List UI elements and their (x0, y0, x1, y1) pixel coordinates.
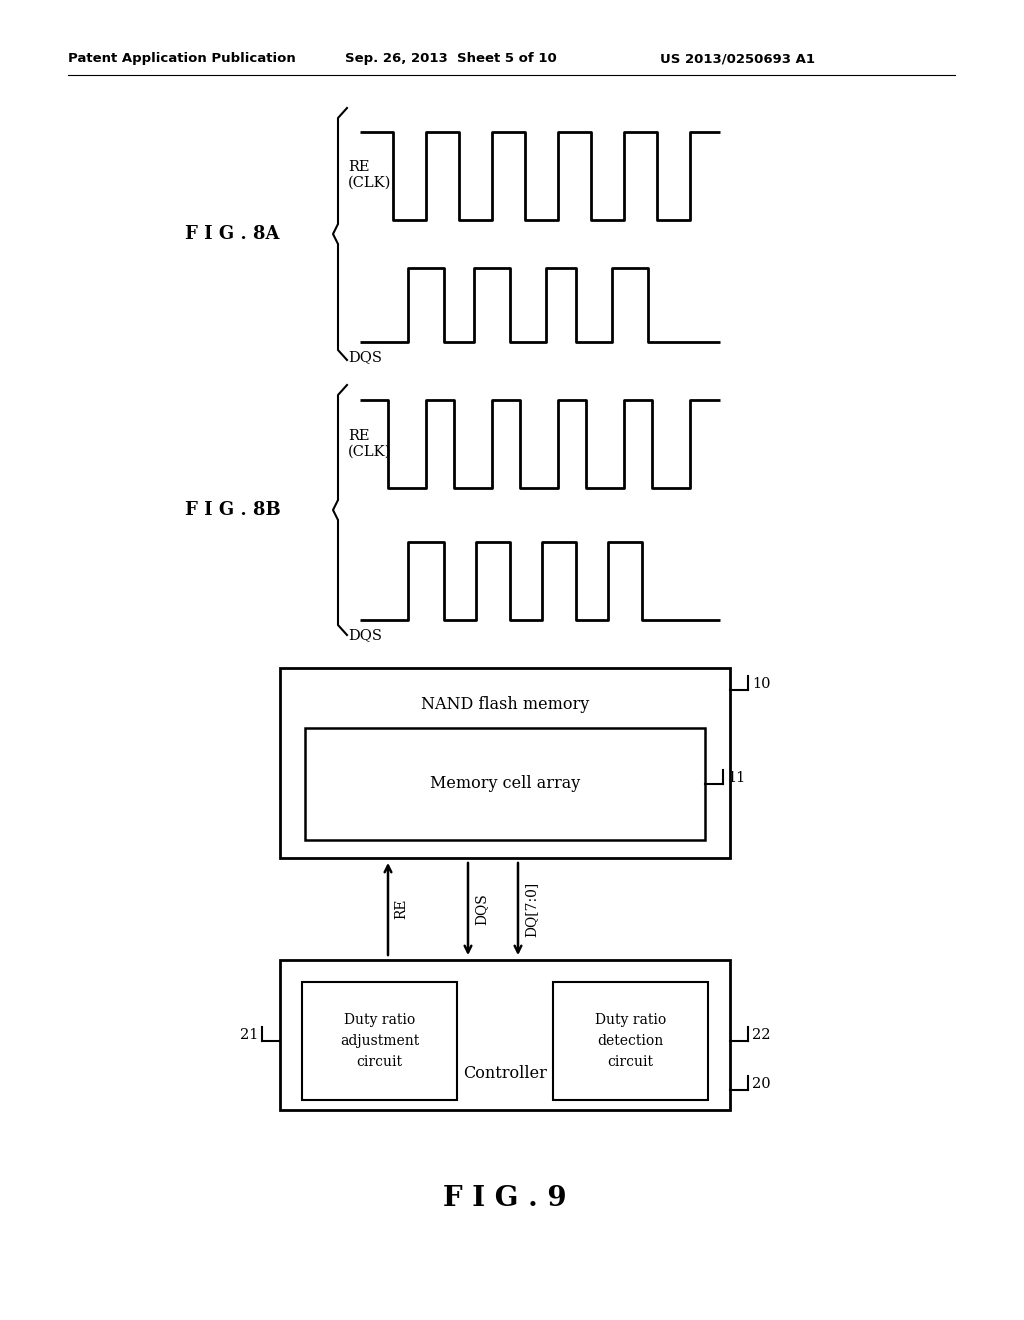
Text: F I G . 8B: F I G . 8B (185, 502, 281, 519)
Bar (280, 668, 730, 858)
Text: US 2013/0250693 A1: US 2013/0250693 A1 (660, 51, 815, 65)
Text: 10: 10 (752, 677, 770, 690)
Text: RE
(CLK): RE (CLK) (348, 429, 391, 459)
Text: DQ[7:0]: DQ[7:0] (524, 882, 538, 937)
Text: Duty ratio
adjustment
circuit: Duty ratio adjustment circuit (340, 1014, 419, 1069)
Text: 21: 21 (240, 1028, 258, 1041)
Text: 11: 11 (727, 771, 745, 785)
Bar (280, 960, 730, 1110)
Text: NAND flash memory: NAND flash memory (421, 696, 589, 713)
Text: DQS: DQS (474, 894, 488, 925)
Text: Duty ratio
detection
circuit: Duty ratio detection circuit (595, 1014, 667, 1069)
Text: F I G . 8A: F I G . 8A (185, 224, 280, 243)
Text: RE
(CLK): RE (CLK) (348, 160, 391, 190)
Bar (302, 982, 457, 1100)
Text: DQS: DQS (348, 628, 382, 642)
Text: Controller: Controller (463, 1065, 547, 1082)
Text: RE: RE (394, 899, 408, 919)
Text: 20: 20 (752, 1077, 771, 1092)
Text: 22: 22 (752, 1028, 770, 1041)
Text: Sep. 26, 2013  Sheet 5 of 10: Sep. 26, 2013 Sheet 5 of 10 (345, 51, 557, 65)
Bar (553, 982, 708, 1100)
Text: F I G . 9: F I G . 9 (443, 1185, 567, 1212)
Text: DQS: DQS (348, 350, 382, 364)
Text: Patent Application Publication: Patent Application Publication (68, 51, 296, 65)
Text: Memory cell array: Memory cell array (430, 776, 581, 792)
Bar (305, 729, 705, 840)
